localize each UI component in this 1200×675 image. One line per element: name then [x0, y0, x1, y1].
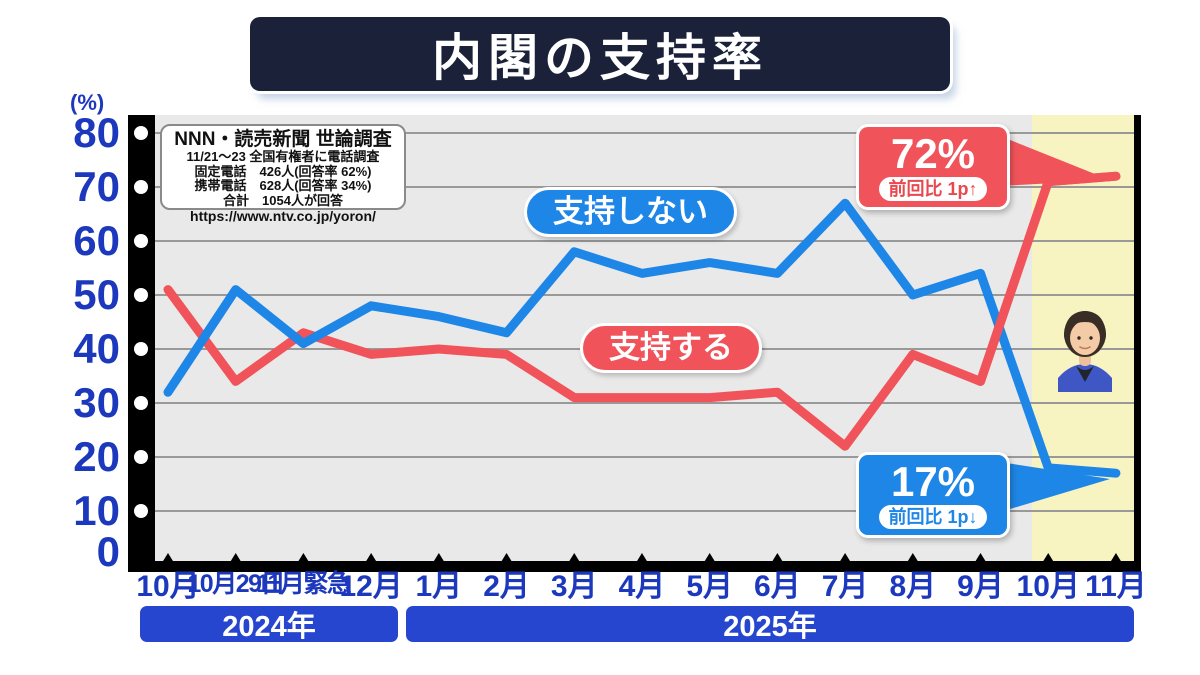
- x-axis-label-13: 10月: [1016, 570, 1080, 603]
- x-axis-label-11: 8月: [889, 570, 937, 603]
- right-border-bar: [1134, 115, 1141, 572]
- x-axis-label-1: 10月29日: [187, 570, 285, 598]
- y-axis-label-80: 80: [73, 109, 120, 156]
- person-portrait-illustration: [1058, 311, 1112, 392]
- survey-title: NNN・読売新聞 世論調査: [174, 129, 392, 150]
- x-axis-label-12: 9月: [957, 570, 1004, 603]
- year-2024-label: 2024年: [222, 611, 316, 643]
- y-axis-label-40: 40: [73, 325, 120, 372]
- x-axis-label-10: 7月: [821, 570, 869, 603]
- approve-value: 72%: [890, 130, 976, 177]
- x-axis-label-4: 1月: [415, 570, 463, 603]
- survey-period: 11/21～23 全国有権者に電話調査: [186, 149, 380, 164]
- disapprove-value-callout: 17% 前回比 1p↓: [856, 452, 1010, 538]
- prime-minister-photo: [1052, 302, 1118, 392]
- y-axis-label-10: 10: [73, 487, 120, 534]
- year-bar-2024: 2024年: [140, 606, 398, 643]
- y-axis-label-70: 70: [73, 163, 120, 210]
- title-banner: 内閣の支持率: [250, 17, 950, 91]
- y-axis-unit-label: (%): [70, 90, 105, 115]
- survey-mobile: 携帯電話 628人(回答率 34%): [194, 178, 372, 193]
- x-axis-label-5: 2月: [483, 570, 530, 603]
- disapprove-series-label: 支持しない: [524, 187, 737, 238]
- approve-value-callout: 72% 前回比 1p↑: [856, 124, 1010, 210]
- page-title: 内閣の支持率: [432, 30, 768, 86]
- y-axis-label-0: 0: [96, 528, 120, 575]
- disapprove-change-badge: 前回比 1p↓: [879, 505, 987, 529]
- x-axis-label-6: 3月: [550, 570, 598, 603]
- survey-total: 合計 1054人が回答: [223, 192, 343, 208]
- y-axis-label-20: 20: [73, 433, 120, 480]
- x-axis-label-14: 11月: [1085, 570, 1147, 603]
- survey-landline: 固定電話 426人(回答率 62%): [194, 163, 372, 179]
- y-axis-label-60: 60: [73, 217, 120, 264]
- x-axis-label-9: 6月: [754, 570, 801, 603]
- x-axis-label-8: 5月: [686, 570, 734, 603]
- year-bar-2025: 2025年: [406, 606, 1134, 643]
- x-axis-label-2: 11月緊急: [256, 570, 351, 598]
- survey-url: https://www.ntv.co.jp/yoron/: [190, 208, 376, 224]
- y-axis-label-30: 30: [73, 379, 120, 426]
- survey-info-box: NNN・読売新聞 世論調査 11/21～23 全国有権者に電話調査 固定電話 4…: [160, 124, 406, 224]
- y-axis-label-50: 50: [73, 271, 120, 318]
- approve-series-label: 支持する: [580, 323, 762, 374]
- x-axis-bar: [128, 561, 1141, 572]
- year-2025-label: 2025年: [723, 611, 817, 643]
- disapprove-value: 17%: [890, 458, 976, 505]
- x-axis-label-7: 4月: [618, 570, 666, 603]
- approve-change-badge: 前回比 1p↑: [879, 177, 987, 201]
- y-axis-bar: [128, 115, 155, 572]
- x-axis-label-0: 10月: [136, 570, 200, 603]
- x-axis-label-3: 12月: [339, 570, 403, 603]
